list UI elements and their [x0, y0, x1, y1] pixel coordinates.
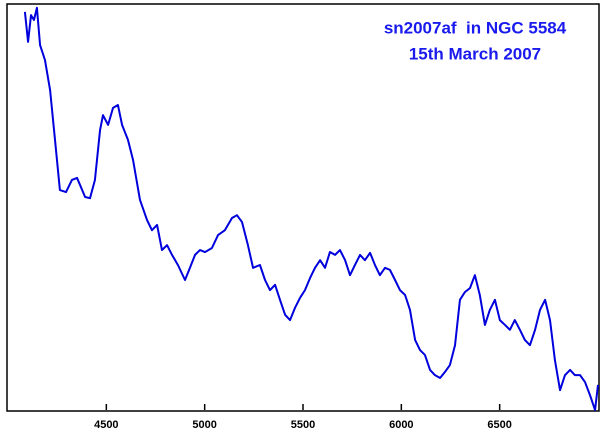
spectrum-line: [23, 6, 599, 411]
chart-subtitle: 15th March 2007: [409, 44, 541, 63]
chart-title: sn2007af in NGC 5584: [384, 18, 567, 37]
x-tick-label: 6500: [487, 419, 511, 431]
x-tick-label: 5500: [291, 419, 315, 431]
plot-frame: [6, 3, 600, 412]
x-tick-label: 6000: [389, 419, 413, 431]
x-tick-label: 4500: [94, 419, 118, 431]
x-tick-label: 5000: [192, 419, 216, 431]
